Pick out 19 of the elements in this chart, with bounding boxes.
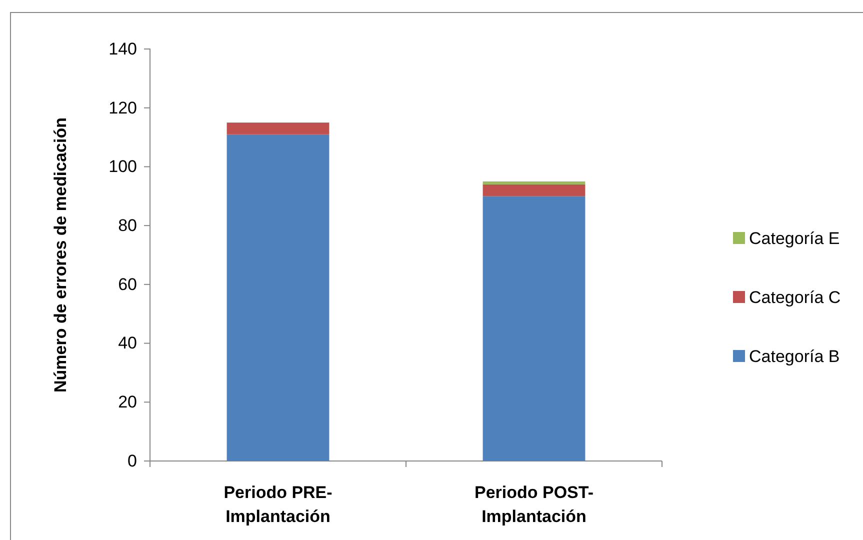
y-tick-label: 20: [118, 392, 137, 412]
y-tick-label: 100: [108, 157, 137, 176]
legend-label: Categoría E: [749, 229, 840, 248]
x-tick-label: Periodo POST-Implantación: [474, 483, 594, 526]
y-tick-label: 140: [108, 39, 137, 58]
y-tick-label: 120: [108, 98, 137, 118]
legend-label: Categoría B: [749, 347, 840, 366]
x-tick-label: Periodo PRE-Implantación: [224, 483, 332, 526]
y-axis-title: Número de errores de medicación: [51, 118, 70, 392]
y-tick-label: 0: [128, 451, 137, 470]
bar: [482, 184, 586, 196]
bar: [226, 134, 330, 461]
y-tick-label: 80: [118, 216, 137, 236]
legend-label: Categoría C: [749, 288, 841, 307]
bar: [482, 181, 586, 184]
bar: [482, 196, 586, 461]
y-tick-label: 40: [118, 334, 137, 353]
y-tick-label: 60: [118, 274, 137, 294]
bar: [226, 122, 330, 134]
